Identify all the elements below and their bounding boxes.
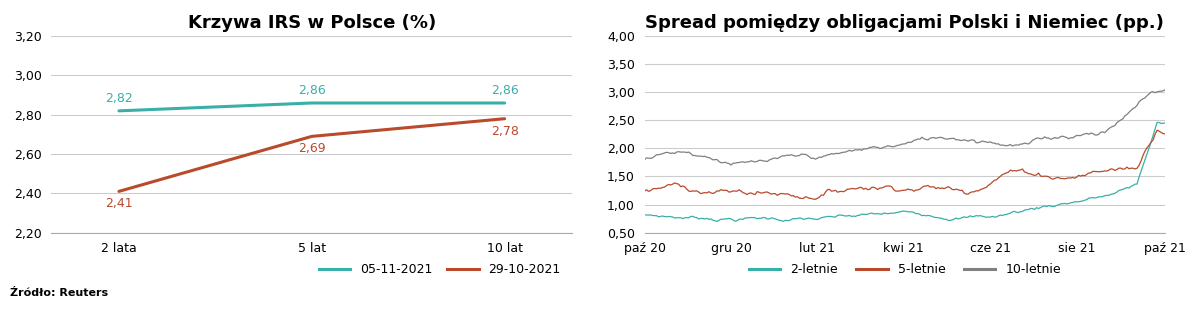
Text: 2,86: 2,86	[491, 84, 518, 97]
Text: Źródło: Reuters: Źródło: Reuters	[10, 288, 108, 298]
Text: 2,69: 2,69	[298, 142, 325, 155]
Text: 2,78: 2,78	[491, 125, 518, 138]
Legend: 2-letnie, 5-letnie, 10-letnie: 2-letnie, 5-letnie, 10-letnie	[744, 258, 1066, 281]
Title: Krzywa IRS w Polsce (%): Krzywa IRS w Polsce (%)	[187, 14, 436, 32]
Text: 2,82: 2,82	[106, 92, 133, 105]
Text: 2,86: 2,86	[298, 84, 325, 97]
Title: Spread pomiędzy obligacjami Polski i Niemiec (pp.): Spread pomiędzy obligacjami Polski i Nie…	[646, 14, 1164, 32]
Legend: 05-11-2021, 29-10-2021: 05-11-2021, 29-10-2021	[313, 258, 566, 281]
Text: 2,41: 2,41	[106, 197, 133, 210]
